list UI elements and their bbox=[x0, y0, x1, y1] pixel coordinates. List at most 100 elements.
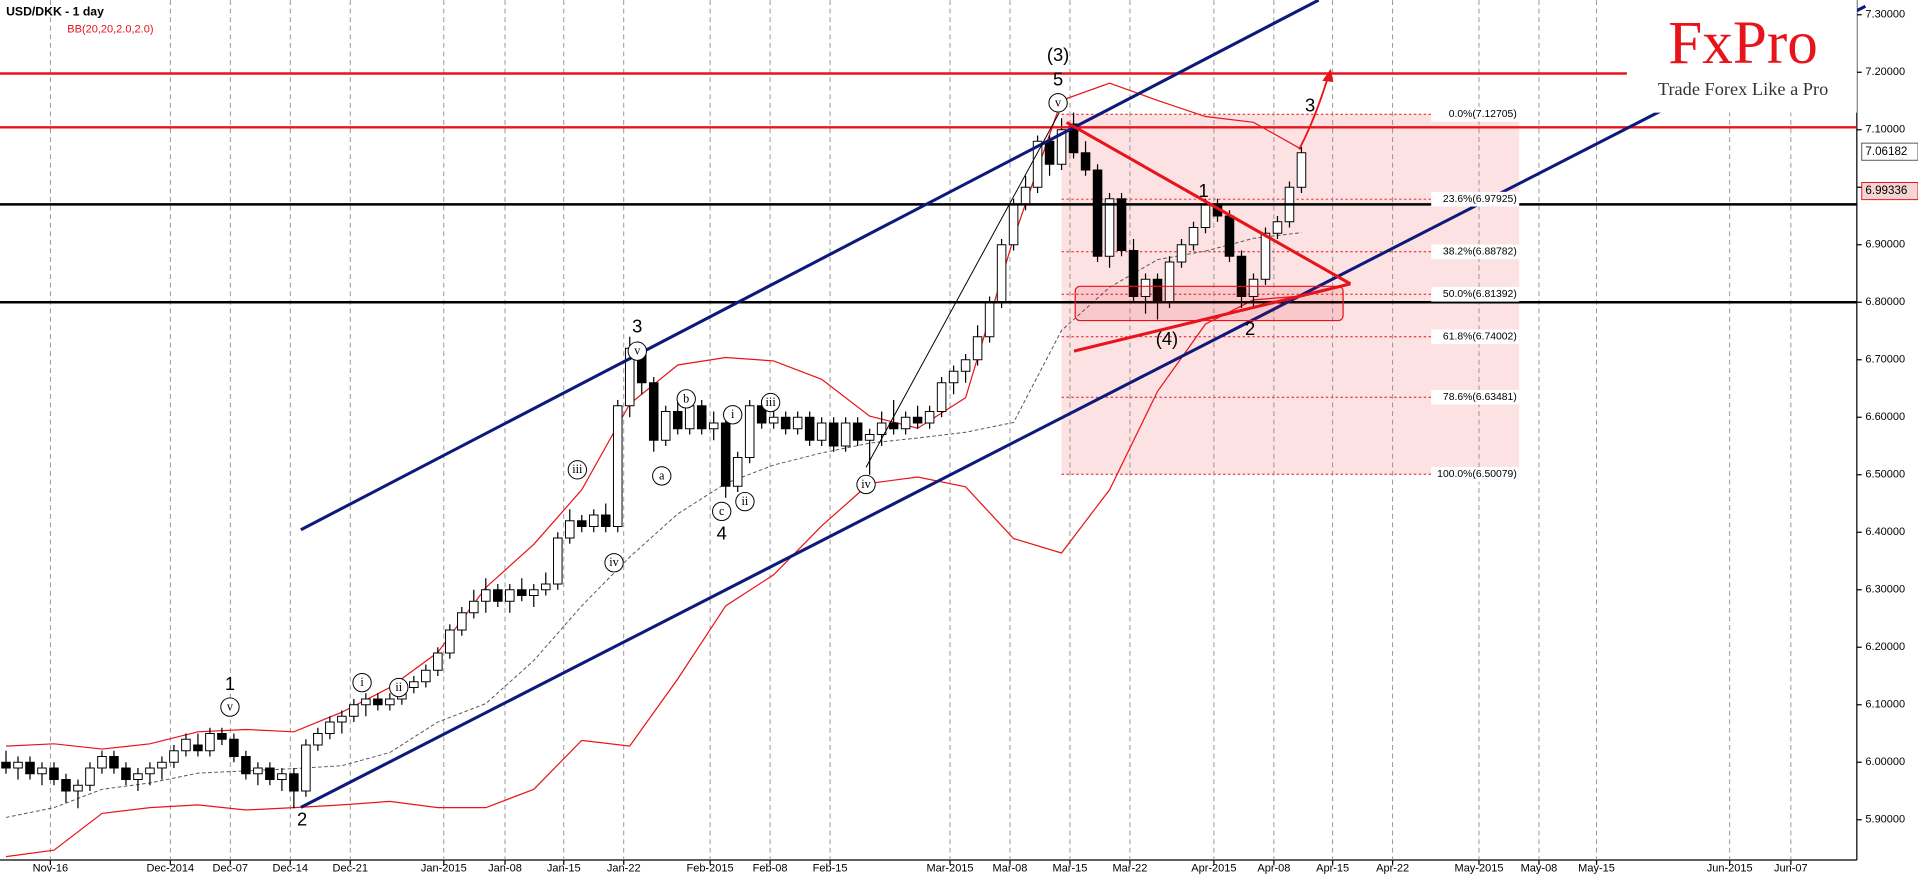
candle-body bbox=[145, 767, 155, 775]
wave-label: ii bbox=[742, 494, 749, 508]
fib-label: 61.8%(6.74002) bbox=[1443, 331, 1517, 342]
candle-body bbox=[840, 422, 851, 447]
candle-body bbox=[1200, 204, 1211, 228]
candle-body bbox=[912, 416, 923, 424]
fib-label: 78.6%(6.63481) bbox=[1443, 392, 1517, 403]
candle-body bbox=[612, 405, 623, 527]
candle-body bbox=[696, 405, 707, 430]
y-tick-label: 6.90000 bbox=[1865, 239, 1905, 251]
candle-body bbox=[1008, 204, 1019, 246]
wave-label: i bbox=[360, 675, 364, 689]
projection-arrow bbox=[1298, 75, 1330, 150]
candle-body bbox=[181, 738, 191, 752]
wave-label: 2 bbox=[1245, 318, 1255, 339]
price-label: 6.99336 bbox=[1865, 184, 1907, 197]
candle-body bbox=[1, 761, 11, 769]
candle-body bbox=[1224, 215, 1235, 257]
candle-body bbox=[325, 721, 335, 734]
candle-body bbox=[1056, 129, 1067, 165]
candle-body bbox=[1020, 186, 1031, 205]
fib-label: 23.6%(6.97925) bbox=[1443, 194, 1517, 205]
wave-label: iv bbox=[861, 477, 871, 491]
candle-body bbox=[1080, 152, 1091, 171]
y-tick-label: 7.30000 bbox=[1865, 9, 1905, 21]
bollinger-lower bbox=[5, 295, 1302, 858]
candle-body bbox=[1260, 232, 1271, 280]
candle-body bbox=[1032, 140, 1043, 188]
candle-body bbox=[457, 612, 467, 631]
price-label: 7.06182 bbox=[1865, 145, 1907, 158]
candle-body bbox=[541, 583, 551, 591]
support-zone bbox=[1074, 285, 1344, 322]
wave-circle bbox=[389, 677, 409, 698]
y-tick-label: 6.00000 bbox=[1865, 756, 1905, 768]
x-tick-label: Feb-2015 bbox=[687, 862, 734, 874]
x-tick-label: Mar-08 bbox=[993, 862, 1028, 874]
candle-body bbox=[888, 422, 899, 430]
wave-label: 1 bbox=[1199, 180, 1209, 201]
x-tick-label: Jan-2015 bbox=[421, 862, 467, 874]
candle-body bbox=[133, 773, 143, 780]
candle-body bbox=[337, 715, 347, 723]
x-tick-label: Feb-15 bbox=[813, 862, 848, 874]
candle-body bbox=[1068, 123, 1079, 154]
x-tick-label: Apr-08 bbox=[1257, 862, 1290, 874]
y-tick-label: 7.20000 bbox=[1865, 66, 1905, 78]
candle-body bbox=[193, 744, 203, 752]
y-tick-label: 6.40000 bbox=[1865, 526, 1905, 538]
x-tick-label: Jan-22 bbox=[607, 862, 641, 874]
candle-body bbox=[97, 756, 107, 769]
wave-line bbox=[865, 112, 1060, 468]
candle-body bbox=[732, 457, 743, 487]
x-tick-label: Dec-21 bbox=[333, 862, 368, 874]
candle-body bbox=[517, 589, 527, 596]
candle-body bbox=[924, 411, 935, 424]
logo-background bbox=[1626, 0, 1857, 113]
candle-body bbox=[708, 422, 719, 430]
wave-label: i bbox=[731, 407, 735, 421]
candle-body bbox=[852, 422, 863, 441]
wave-label: 2 bbox=[297, 809, 307, 830]
wave-label: a bbox=[659, 468, 665, 482]
candle-body bbox=[433, 652, 443, 671]
x-tick-label: Mar-22 bbox=[1113, 862, 1148, 874]
x-tick-label: Jun-2015 bbox=[1707, 862, 1753, 874]
fib-label-bg bbox=[1431, 466, 1520, 482]
candle-body bbox=[1044, 140, 1055, 165]
candle-body bbox=[1296, 152, 1307, 188]
logo-slogan: Trade Forex Like a Pro bbox=[1658, 79, 1828, 99]
candle-body bbox=[828, 422, 839, 447]
wave-label: c bbox=[719, 504, 725, 518]
candle-body bbox=[313, 733, 323, 746]
x-tick-label: Dec-14 bbox=[273, 862, 308, 874]
candle-body bbox=[421, 669, 431, 683]
wave-circle bbox=[712, 501, 732, 522]
candle-body bbox=[85, 767, 95, 786]
candle-body bbox=[349, 704, 359, 717]
fib-label-bg bbox=[1431, 191, 1520, 207]
y-tick-label: 6.30000 bbox=[1865, 584, 1905, 596]
candle-body bbox=[588, 514, 599, 527]
channel-line bbox=[300, 4, 1867, 809]
fib-label-bg bbox=[1431, 389, 1520, 405]
candle-body bbox=[157, 761, 167, 769]
wave-label: v bbox=[634, 344, 641, 358]
y-tick-label: 6.50000 bbox=[1865, 469, 1905, 481]
candle-body bbox=[121, 767, 131, 780]
candle-body bbox=[864, 434, 875, 441]
x-tick-label: Dec-2014 bbox=[146, 862, 194, 874]
candle-body bbox=[600, 514, 611, 527]
candle-body bbox=[1140, 278, 1151, 297]
candle-body bbox=[972, 336, 983, 361]
candle-body bbox=[409, 681, 419, 688]
x-tick-label: Apr-15 bbox=[1316, 862, 1349, 874]
candle-body bbox=[25, 761, 35, 775]
wave-circle bbox=[723, 405, 743, 425]
candle-body bbox=[564, 520, 575, 539]
x-tick-label: Nov-16 bbox=[33, 862, 68, 874]
candle-body bbox=[229, 738, 239, 757]
candle-body bbox=[49, 767, 59, 780]
candle-body bbox=[445, 629, 455, 654]
x-tick-label: May-2015 bbox=[1455, 862, 1504, 874]
